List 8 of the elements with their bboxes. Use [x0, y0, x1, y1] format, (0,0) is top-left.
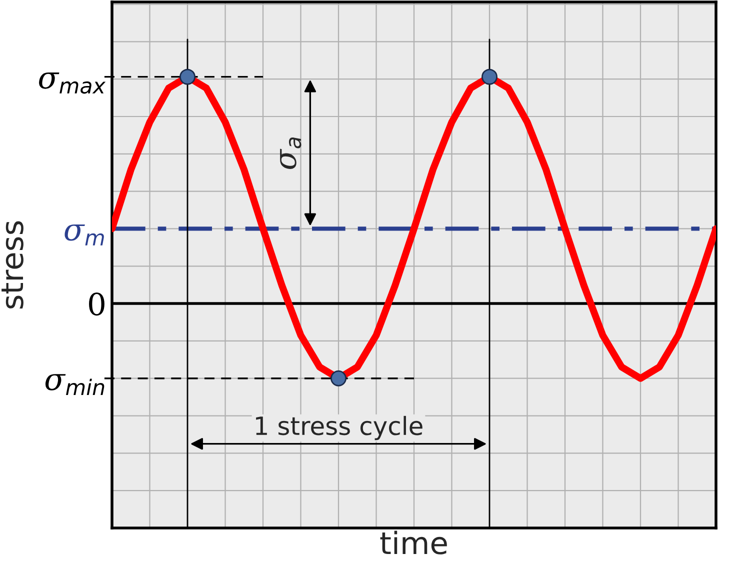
- ref-line-label: σ$_{max}$: [39, 72, 106, 94]
- annotation: σ$_{a}$: [280, 137, 302, 169]
- x-axis-title: time: [380, 530, 447, 554]
- ref-line-label: 0: [89, 292, 104, 316]
- ref-line-label: σ$_{min}$: [45, 374, 104, 395]
- y-axis-title: stress: [2, 221, 24, 309]
- text: 1 stress cycle: [256, 416, 422, 440]
- ref-line-label: σ$_{m}$: [64, 224, 104, 246]
